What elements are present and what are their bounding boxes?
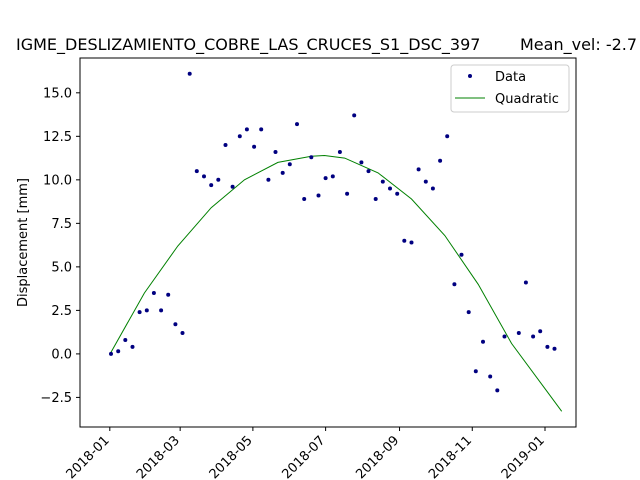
data-point bbox=[266, 177, 271, 182]
data-point bbox=[130, 344, 135, 349]
y-tick-label: 7.5 bbox=[51, 217, 72, 232]
data-point bbox=[430, 186, 435, 191]
data-point bbox=[159, 308, 164, 313]
data-point bbox=[481, 339, 485, 344]
data-point bbox=[123, 338, 128, 342]
data-point bbox=[523, 280, 528, 285]
data-point bbox=[316, 193, 321, 198]
y-tick-label: 15.0 bbox=[43, 86, 72, 101]
data-series bbox=[109, 71, 557, 393]
data-point bbox=[223, 143, 228, 147]
data-point bbox=[244, 127, 249, 132]
data-point bbox=[144, 308, 149, 313]
data-point bbox=[423, 179, 428, 184]
quadratic-fit-line bbox=[110, 154, 563, 412]
y-tick-label: −2.5 bbox=[40, 391, 72, 406]
data-point bbox=[366, 169, 371, 174]
y-tick-label: 10.0 bbox=[43, 173, 72, 188]
data-point bbox=[180, 331, 185, 335]
y-tick-label: 0.0 bbox=[51, 347, 72, 362]
data-point bbox=[252, 144, 257, 149]
data-point bbox=[459, 252, 464, 257]
y-axis-label: Displacement [mm] bbox=[16, 178, 31, 307]
data-point bbox=[187, 71, 192, 76]
y-axis: −2.5 0.0 2.5 5.0 7.5 10.0 12.5 15.0 bbox=[40, 86, 80, 406]
data-point bbox=[495, 388, 500, 393]
data-point bbox=[273, 150, 278, 154]
plot-area bbox=[79, 57, 577, 428]
legend-quadratic-label: Quadratic bbox=[495, 92, 559, 107]
data-point bbox=[395, 191, 400, 196]
data-point bbox=[380, 179, 385, 184]
data-point bbox=[202, 174, 206, 179]
data-point bbox=[151, 291, 156, 295]
data-point bbox=[216, 177, 221, 182]
data-point bbox=[330, 174, 335, 179]
legend-box bbox=[450, 64, 570, 113]
data-point bbox=[516, 331, 521, 335]
data-point bbox=[545, 344, 550, 349]
plot-frame bbox=[79, 57, 577, 428]
data-point bbox=[323, 176, 328, 181]
chart-title: IGME_DESLIZAMIENTO_COBRE_LAS_CRUCES_S1_D… bbox=[16, 35, 480, 55]
data-point bbox=[473, 369, 478, 374]
data-point bbox=[552, 346, 557, 351]
data-point bbox=[287, 162, 292, 167]
data-point bbox=[538, 329, 543, 334]
data-point bbox=[237, 134, 242, 139]
y-tick-label: 5.0 bbox=[51, 260, 72, 275]
data-point bbox=[295, 122, 299, 127]
data-point bbox=[402, 238, 407, 243]
data-point bbox=[230, 184, 235, 189]
data-point bbox=[173, 322, 178, 327]
data-point bbox=[280, 170, 285, 175]
data-point bbox=[194, 169, 199, 174]
data-point bbox=[452, 282, 457, 287]
legend: Data Quadratic bbox=[450, 64, 570, 113]
data-point bbox=[337, 150, 342, 154]
legend-data-label: Data bbox=[495, 70, 526, 85]
data-point bbox=[445, 134, 450, 139]
data-point bbox=[531, 334, 536, 339]
data-point bbox=[302, 197, 307, 201]
data-point bbox=[359, 160, 364, 165]
data-point bbox=[466, 310, 471, 315]
data-point bbox=[137, 310, 142, 315]
data-point bbox=[209, 183, 214, 188]
y-tick-label: 12.5 bbox=[43, 130, 72, 145]
data-point bbox=[409, 240, 414, 245]
data-point bbox=[388, 186, 392, 191]
data-point bbox=[502, 334, 507, 339]
data-point bbox=[259, 127, 264, 132]
data-point bbox=[416, 167, 421, 172]
data-point bbox=[373, 197, 378, 201]
quadratic-series bbox=[110, 154, 563, 412]
y-tick-label: 2.5 bbox=[51, 304, 72, 319]
data-point bbox=[438, 158, 443, 163]
data-point bbox=[109, 351, 113, 356]
legend-data-marker bbox=[468, 74, 472, 78]
chart-subtitle: Mean_vel: -2.7 bbox=[520, 35, 637, 55]
data-point bbox=[352, 113, 357, 118]
data-point bbox=[166, 292, 171, 297]
data-point bbox=[309, 155, 314, 160]
data-point bbox=[345, 191, 350, 196]
data-point bbox=[116, 349, 121, 354]
data-point bbox=[488, 374, 493, 379]
